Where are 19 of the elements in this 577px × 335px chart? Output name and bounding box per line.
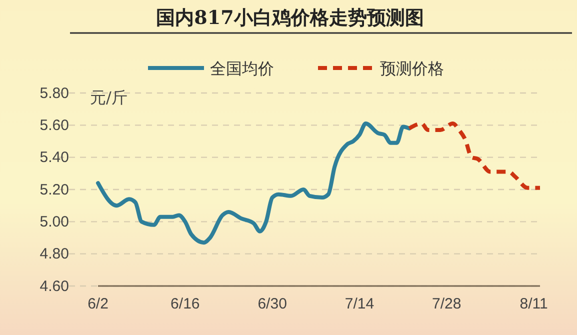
x-tick-label: 7/28 [432,296,462,313]
line-series [96,122,412,245]
legend-label: 全国均价 [210,59,274,78]
y-axis-title: 元/斤 [90,88,128,107]
line-series [407,122,542,190]
x-tick-label: 7/14 [344,296,374,313]
x-tick-label: 6/30 [258,296,287,313]
x-tick-label: 8/11 [520,296,548,313]
y-tick-label: 5.40 [40,149,69,166]
chart-title: 国内817小白鸡价格走势预测图 [156,7,424,29]
x-tick-label: 6/16 [170,296,200,313]
legend-label: 预测价格 [380,59,444,78]
x-tick-label: 6/2 [88,296,108,313]
y-tick-label: 4.80 [40,246,69,263]
y-tick-label: 5.00 [40,213,69,230]
y-tick-label: 5.60 [40,116,69,134]
y-tick-label: 4.60 [40,278,69,295]
y-tick-label: 5.20 [40,181,69,198]
y-tick-label: 5.80 [40,84,69,102]
